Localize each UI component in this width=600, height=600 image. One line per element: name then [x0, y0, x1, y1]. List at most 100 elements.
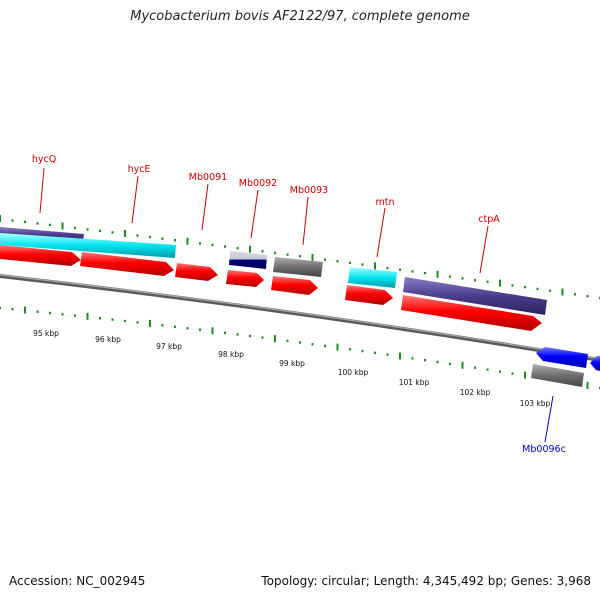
gene-Mb0091[interactable] [175, 263, 218, 281]
gene-Mb0096c-blue[interactable] [536, 347, 588, 368]
minor-tick [549, 289, 551, 292]
gene-Mb0096c[interactable] [531, 364, 584, 387]
minor-tick [36, 222, 39, 225]
minor-tick [274, 251, 276, 255]
gene-Mb0093[interactable] [271, 276, 318, 295]
minor-tick [311, 343, 314, 346]
gene-ctpA-outer[interactable] [403, 277, 547, 315]
gene-ctpA[interactable] [401, 295, 542, 331]
outer-tick-ring [0, 215, 600, 300]
minor-tick [49, 223, 51, 227]
minor-tick [486, 368, 489, 371]
minor-tick [161, 237, 164, 240]
inner-tick-ring [0, 306, 600, 390]
minor-tick [0, 306, 1, 310]
minor-tick [11, 219, 14, 222]
minor-tick [386, 353, 389, 356]
minor-tick [424, 358, 426, 362]
minor-tick [224, 331, 226, 334]
minor-tick [536, 287, 539, 291]
minor-tick [111, 231, 114, 234]
minor-tick [149, 235, 151, 239]
label-Mb0091: Mb0091 [189, 172, 227, 183]
minor-tick [211, 243, 214, 247]
major-tick [374, 262, 376, 270]
minor-tick [286, 253, 289, 256]
major-tick [561, 288, 564, 296]
tick-label-103kbp: 103 kbp [520, 399, 551, 408]
minor-tick [349, 348, 351, 351]
minor-tick [324, 258, 326, 261]
minor-tick [61, 313, 64, 316]
minor-tick [499, 370, 501, 373]
major-tick [311, 253, 314, 261]
tick-label-98kbp: 98 kbp [218, 350, 244, 359]
gene-Mb0093-outer[interactable] [273, 257, 323, 277]
major-tick [149, 319, 151, 327]
minor-tick [161, 324, 164, 327]
major-tick [249, 245, 251, 253]
map-title: Mycobacterium bovis AF2122/97, complete … [130, 9, 470, 24]
tick-label-97kbp: 97 kbp [156, 342, 182, 351]
minor-tick [474, 366, 476, 369]
minor-tick [224, 245, 226, 248]
forward-leader-lines [39, 167, 489, 274]
major-tick [211, 327, 214, 335]
major-tick [0, 215, 1, 222]
minor-tick [124, 319, 126, 323]
label-hycQ: hycQ [32, 154, 56, 165]
major-tick [499, 279, 501, 287]
major-tick [336, 343, 339, 351]
minor-tick [199, 328, 201, 331]
minor-tick [199, 242, 201, 245]
genome-backbone [0, 274, 600, 362]
minor-tick [374, 351, 376, 354]
minor-tick [24, 220, 26, 224]
gene-hycE[interactable] [80, 252, 174, 276]
tick-label-99kbp: 99 kbp [279, 359, 305, 368]
minor-tick [36, 310, 39, 313]
label-ctpA: ctpA [478, 214, 500, 225]
minor-tick [99, 229, 101, 233]
minor-tick [261, 250, 264, 253]
minor-tick [74, 226, 76, 230]
major-tick [586, 381, 589, 389]
accession-text: Accession: NC_002945 [9, 574, 146, 588]
gene-mtn-outer[interactable] [348, 267, 397, 288]
gene-mtn[interactable] [345, 285, 393, 305]
minor-tick [136, 234, 139, 237]
gene-hycE-outer[interactable] [0, 233, 176, 258]
minor-tick [486, 280, 489, 283]
minor-tick [411, 270, 414, 273]
minor-tick [424, 271, 426, 275]
major-tick [61, 222, 64, 230]
gene-Mb0092-outer[interactable] [229, 251, 267, 269]
minor-tick [336, 260, 339, 263]
minor-tick [299, 255, 301, 258]
minor-tick [436, 360, 439, 364]
minor-tick [74, 314, 76, 317]
gene-reverse-blue-edge[interactable] [590, 356, 600, 371]
minor-tick [136, 321, 139, 324]
gene-hycQ[interactable] [0, 245, 81, 266]
gene-Mb0092[interactable] [226, 270, 264, 287]
tick-label-100kbp: 100 kbp [338, 368, 369, 377]
minor-tick [324, 344, 326, 348]
minor-tick [461, 277, 464, 280]
minor-tick [186, 327, 189, 330]
minor-tick [299, 341, 301, 344]
major-tick [399, 352, 401, 360]
minor-tick [349, 261, 351, 265]
tick-label-96kbp: 96 kbp [95, 335, 121, 344]
minor-tick [236, 333, 239, 336]
minor-tick [174, 239, 176, 242]
major-tick [186, 237, 189, 245]
label-mtn: mtn [376, 197, 395, 208]
minor-tick [386, 266, 389, 270]
minor-tick [399, 268, 401, 271]
minor-tick [474, 278, 476, 282]
minor-tick [511, 284, 514, 287]
minor-tick [574, 293, 576, 296]
minor-tick [286, 339, 289, 342]
major-tick [461, 361, 464, 369]
